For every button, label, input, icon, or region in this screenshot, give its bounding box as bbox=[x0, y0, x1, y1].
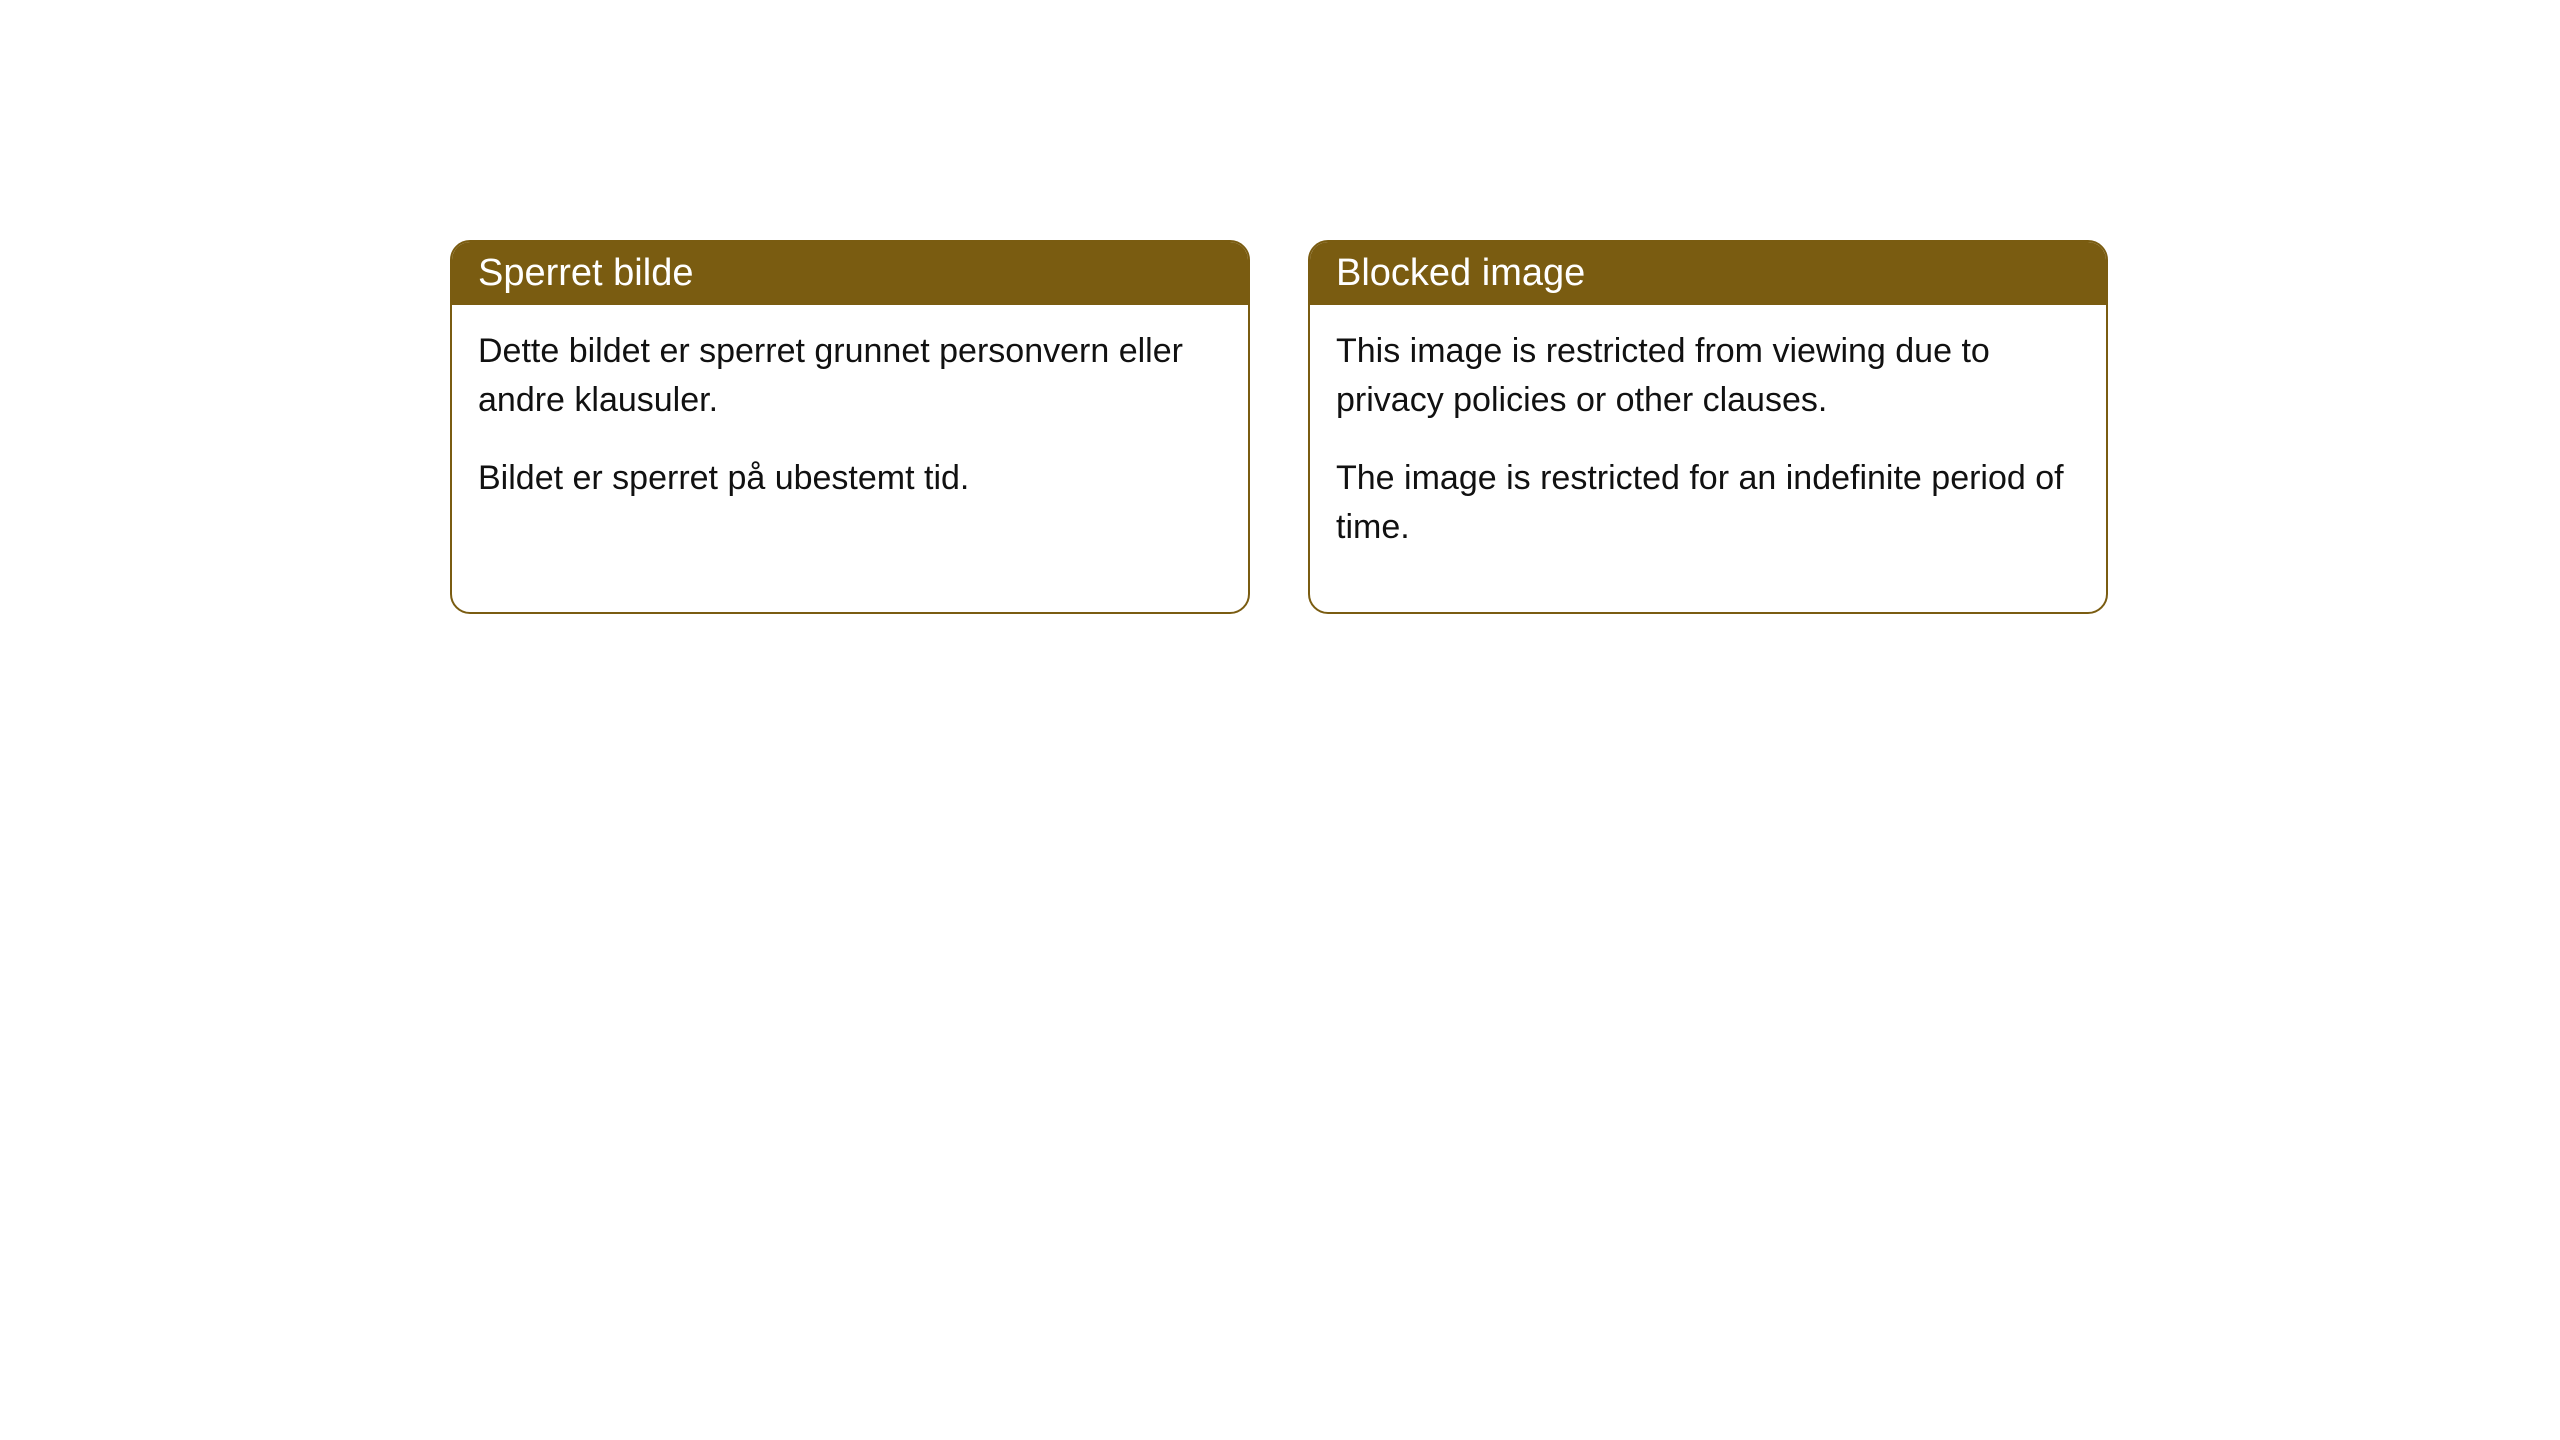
card-header-norwegian: Sperret bilde bbox=[452, 242, 1248, 305]
card-body-english: This image is restricted from viewing du… bbox=[1310, 305, 2106, 612]
card-body-norwegian: Dette bildet er sperret grunnet personve… bbox=[452, 305, 1248, 563]
notice-card-english: Blocked image This image is restricted f… bbox=[1308, 240, 2108, 614]
card-paragraph2-english: The image is restricted for an indefinit… bbox=[1336, 454, 2080, 553]
card-title-english: Blocked image bbox=[1336, 252, 1585, 294]
card-header-english: Blocked image bbox=[1310, 242, 2106, 305]
card-title-norwegian: Sperret bilde bbox=[478, 252, 693, 294]
card-paragraph1-english: This image is restricted from viewing du… bbox=[1336, 327, 2080, 426]
notice-cards-container: Sperret bilde Dette bildet er sperret gr… bbox=[450, 240, 2108, 614]
notice-card-norwegian: Sperret bilde Dette bildet er sperret gr… bbox=[450, 240, 1250, 614]
card-paragraph1-norwegian: Dette bildet er sperret grunnet personve… bbox=[478, 327, 1222, 426]
card-paragraph2-norwegian: Bildet er sperret på ubestemt tid. bbox=[478, 454, 1222, 503]
